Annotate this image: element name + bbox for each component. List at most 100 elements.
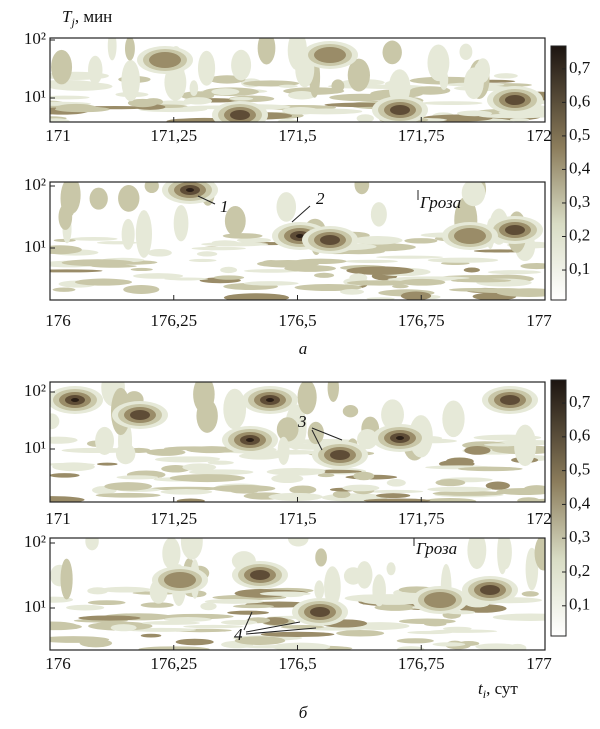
contour — [207, 460, 234, 465]
contour — [292, 468, 326, 472]
contour — [50, 413, 60, 430]
contour — [496, 487, 545, 496]
contour — [336, 630, 385, 637]
contour — [421, 101, 483, 106]
contour — [382, 40, 402, 65]
contour — [407, 630, 453, 635]
contour — [182, 463, 217, 472]
contour — [250, 570, 270, 580]
contour — [50, 245, 82, 255]
contour — [423, 621, 447, 627]
contour — [330, 450, 350, 460]
contour — [442, 626, 472, 631]
contour — [427, 257, 499, 263]
colorbar-label: 0,1 — [569, 259, 590, 278]
contour — [517, 497, 540, 502]
x-tick-label: 176,25 — [150, 654, 197, 673]
contour — [492, 613, 545, 621]
contour — [227, 610, 269, 615]
contour — [367, 489, 424, 494]
contour — [331, 79, 345, 93]
contour — [100, 586, 151, 593]
contour — [70, 237, 118, 241]
contour — [130, 267, 153, 272]
contour — [104, 482, 153, 491]
heatmap — [50, 382, 545, 502]
x-tick-label: 176 — [45, 311, 71, 330]
contour — [278, 84, 298, 88]
contour — [307, 421, 324, 445]
contour — [88, 55, 103, 85]
contour — [200, 602, 217, 611]
contour — [423, 497, 477, 502]
contour — [357, 429, 378, 450]
heatmap — [50, 38, 545, 122]
contour — [376, 246, 393, 250]
y-tick-label: 10² — [24, 532, 46, 551]
contour — [50, 95, 90, 100]
contour — [315, 548, 327, 567]
contour — [163, 446, 224, 451]
contour — [95, 492, 161, 498]
contour — [160, 489, 213, 495]
y-tick-label: 10¹ — [24, 438, 46, 457]
colorbar-label: 0,2 — [569, 561, 590, 580]
contour — [356, 561, 373, 589]
contour — [220, 266, 238, 274]
contour — [505, 95, 525, 105]
y-tick-label: 10² — [24, 175, 46, 194]
contour — [71, 398, 79, 402]
contour — [296, 234, 304, 238]
contour — [480, 585, 500, 595]
contour — [493, 73, 518, 79]
caption: б — [299, 703, 308, 722]
contour — [231, 49, 252, 81]
contour — [107, 38, 117, 61]
contour — [236, 237, 272, 243]
contour — [224, 205, 246, 236]
contour — [475, 643, 518, 650]
y-tick-label: 10² — [24, 29, 46, 48]
contour — [50, 462, 96, 466]
contour — [121, 59, 140, 102]
contour — [288, 538, 309, 547]
contour — [372, 574, 386, 607]
contour — [324, 102, 390, 108]
contour — [450, 278, 512, 283]
contour — [397, 646, 425, 650]
contour — [386, 562, 396, 576]
contour — [398, 278, 446, 286]
contour — [534, 538, 545, 571]
y-tick-label: 10¹ — [24, 597, 46, 616]
contour — [66, 604, 105, 611]
contour — [118, 184, 140, 212]
contour — [50, 118, 70, 122]
colorbar-label: 0,5 — [569, 125, 590, 144]
contour — [478, 113, 545, 119]
colorbar-label: 0,1 — [569, 595, 590, 614]
contour — [459, 43, 473, 61]
contour — [173, 205, 189, 242]
annotation: 1 — [220, 197, 229, 216]
contour — [50, 496, 85, 502]
contour — [500, 395, 520, 405]
contour — [284, 265, 336, 272]
contour — [349, 273, 368, 282]
contour — [374, 604, 416, 611]
contour — [163, 617, 212, 622]
contour — [342, 405, 359, 418]
colorbar-label: 0,7 — [569, 58, 591, 77]
contour — [204, 598, 265, 604]
contour — [186, 188, 194, 192]
contour — [404, 238, 438, 244]
contour — [505, 225, 525, 235]
contour — [392, 284, 409, 289]
contour — [463, 267, 480, 273]
x-tick-label: 176,5 — [278, 654, 316, 673]
contour — [314, 272, 335, 278]
contour — [320, 235, 340, 245]
x-tick-label: 171,25 — [150, 509, 197, 528]
x-tick-label: 171,25 — [150, 126, 197, 145]
contour — [50, 636, 110, 643]
